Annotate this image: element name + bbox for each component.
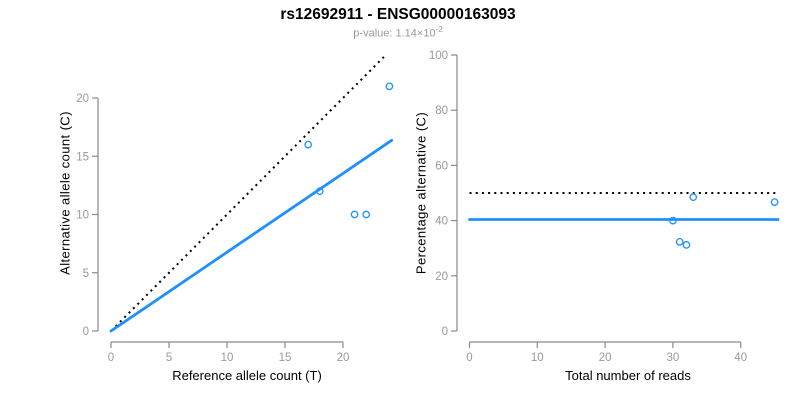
x-tick-label: 10 [221, 352, 234, 364]
x-tick-label: 5 [166, 352, 172, 364]
data-point [689, 193, 698, 201]
x-tick-label: 0 [466, 352, 472, 364]
y-tick-label: 20 [435, 271, 448, 283]
left-x-axis-title: Reference allele count (T) [172, 368, 322, 383]
data-point [770, 198, 779, 206]
y-tick-label: 0 [442, 326, 448, 338]
data-point [362, 210, 371, 219]
y-tick-label: 40 [435, 216, 448, 228]
y-tick-label: 100 [429, 50, 448, 62]
y-tick-label: 15 [76, 151, 89, 163]
x-tick-label: 20 [337, 352, 350, 364]
figure-subtitle: p-value: 1.14×10-2 [0, 25, 796, 40]
data-point [682, 241, 691, 249]
pvalue-text: p-value: 1.14×10 [353, 27, 436, 40]
y-tick-label: 5 [83, 268, 89, 280]
left-y-axis-title: Alternative allele count (C) [57, 111, 73, 275]
figure-title: rs12692911 - ENSG00000163093 [280, 6, 516, 23]
x-tick-label: 40 [734, 352, 747, 364]
y-tick-label: 0 [83, 326, 89, 338]
y-tick-label: 20 [76, 93, 89, 105]
data-point [315, 187, 324, 196]
data-point [304, 140, 313, 149]
y-tick-label: 10 [76, 210, 89, 222]
x-tick-label: 0 [108, 352, 114, 364]
data-point [350, 210, 359, 219]
identity-line [114, 55, 386, 328]
x-tick-label: 30 [667, 352, 680, 364]
data-point [675, 238, 684, 246]
x-tick-label: 10 [531, 352, 544, 364]
y-tick-label: 60 [435, 160, 448, 172]
x-tick-label: 15 [279, 352, 292, 364]
regression-line [109, 138, 394, 333]
right-x-axis-title: Total number of reads [565, 368, 691, 383]
data-point [385, 82, 394, 91]
x-tick-label: 20 [599, 352, 612, 364]
data-point [669, 216, 677, 225]
pvalue-exponent: -2 [435, 25, 443, 34]
right-y-axis-title: Percentage alternative (C) [413, 111, 429, 275]
y-tick-label: 80 [435, 105, 448, 117]
